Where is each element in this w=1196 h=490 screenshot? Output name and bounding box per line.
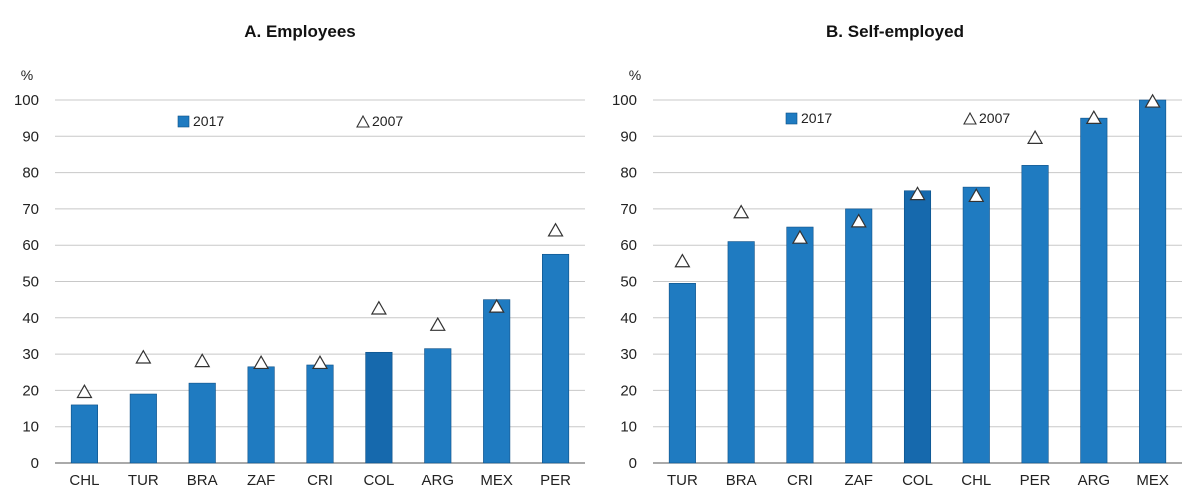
- y-tick-label: 10: [22, 419, 39, 436]
- bar-zaf: [845, 208, 873, 464]
- x-tick-label: ZAF: [247, 472, 275, 489]
- x-tick-label: PER: [1020, 472, 1051, 489]
- bar-per: [1021, 165, 1049, 464]
- y-tick-label: 50: [22, 274, 39, 291]
- legend-bar-label: 2017: [801, 110, 832, 126]
- x-tick-label: ARG: [1078, 472, 1111, 489]
- y-tick-label: 50: [620, 274, 637, 291]
- bar-mex: [1139, 99, 1167, 464]
- y-tick-label: 10: [620, 419, 637, 436]
- marker-2007-col: [370, 300, 387, 315]
- bar-chl: [70, 404, 98, 464]
- x-tick-label: TUR: [667, 472, 698, 489]
- marker-2007-cri: [311, 354, 329, 370]
- bar-tur: [668, 283, 696, 464]
- marker-2007-per: [1027, 129, 1044, 144]
- legend-bar-swatch: [177, 115, 190, 128]
- y-tick-label: 60: [620, 237, 637, 254]
- marker-2007-chl: [76, 384, 93, 399]
- panel-employees: A. Employees% 0 10 20 30 40 50 60 70 80 90 100 CHL TU…: [14, 22, 585, 489]
- panel-self-employed: B. Self-employed% 0 10 20 30 40 50 60 70 80 90 100 T…: [612, 22, 1182, 489]
- bar-tur: [129, 393, 157, 464]
- marker-2007-arg: [1085, 109, 1102, 125]
- legend-bar-swatch: [785, 112, 798, 125]
- chart-title: A. Employees: [244, 22, 356, 41]
- legend-marker-label: 2007: [979, 110, 1010, 126]
- y-tick-label: 40: [620, 310, 637, 327]
- x-tick-label: CRI: [307, 472, 333, 489]
- x-tick-label: CRI: [787, 472, 813, 489]
- bar-cri: [786, 226, 814, 464]
- x-tick-label: CHL: [961, 472, 991, 489]
- x-tick-label: PER: [540, 472, 571, 489]
- y-tick-label: 30: [22, 346, 39, 363]
- marker-2007-arg: [429, 316, 446, 331]
- x-tick-label: MEX: [1136, 472, 1169, 489]
- x-tick-label: BRA: [187, 472, 218, 489]
- legend-marker-swatch: [963, 111, 977, 125]
- chart-title: B. Self-employed: [826, 22, 964, 41]
- y-axis-unit: %: [21, 67, 33, 83]
- bar-bra: [188, 382, 216, 464]
- marker-2007-col: [909, 186, 926, 201]
- bar-arg: [424, 348, 452, 464]
- legend-bar-label: 2017: [193, 113, 224, 129]
- y-tick-label: 100: [612, 92, 637, 109]
- bar-chl: [962, 186, 990, 464]
- x-tick-label: BRA: [726, 472, 757, 489]
- x-tick-label: MEX: [480, 472, 513, 489]
- y-tick-label: 80: [620, 165, 637, 182]
- bar-bra: [727, 241, 755, 464]
- y-tick-label: 90: [620, 128, 637, 145]
- marker-2007-tur: [674, 253, 691, 268]
- bar-zaf: [247, 366, 275, 464]
- x-tick-label: COL: [902, 472, 933, 489]
- bar-col: [365, 351, 393, 464]
- marker-2007-cri: [791, 229, 808, 244]
- y-tick-label: 70: [22, 201, 39, 218]
- marker-2007-bra: [733, 204, 750, 219]
- bar-col: [903, 190, 932, 464]
- marker-2007-zaf: [850, 213, 867, 228]
- marker-2007-bra: [194, 353, 211, 368]
- marker-2007-zaf: [253, 354, 270, 370]
- marker-2007-tur: [135, 349, 152, 364]
- y-tick-label: 70: [620, 201, 637, 218]
- y-tick-label: 60: [22, 237, 39, 254]
- bar-mex: [483, 299, 511, 464]
- y-tick-label: 40: [22, 310, 39, 327]
- bar-per: [542, 253, 570, 464]
- x-tick-label: ZAF: [845, 472, 873, 489]
- y-tick-label: 100: [14, 92, 39, 109]
- x-tick-label: TUR: [128, 472, 159, 489]
- y-axis-unit: %: [629, 67, 641, 83]
- marker-2007-per: [547, 222, 564, 237]
- y-tick-label: 20: [22, 382, 39, 399]
- bar-cri: [306, 364, 334, 464]
- x-tick-label: CHL: [69, 472, 99, 489]
- bar-arg: [1080, 117, 1108, 464]
- y-tick-label: 0: [31, 455, 39, 472]
- y-tick-label: 0: [629, 455, 637, 472]
- y-tick-label: 90: [22, 128, 39, 145]
- x-tick-label: COL: [363, 472, 394, 489]
- y-tick-label: 80: [22, 165, 39, 182]
- x-tick-label: ARG: [422, 472, 455, 489]
- marker-2007-mex: [1144, 93, 1161, 108]
- y-tick-label: 30: [620, 346, 637, 363]
- marker-2007-mex: [488, 298, 505, 313]
- marker-2007-chl: [968, 187, 985, 203]
- legend-marker-swatch: [356, 114, 370, 128]
- y-tick-label: 20: [620, 382, 637, 399]
- legend-marker-label: 2007: [372, 113, 403, 129]
